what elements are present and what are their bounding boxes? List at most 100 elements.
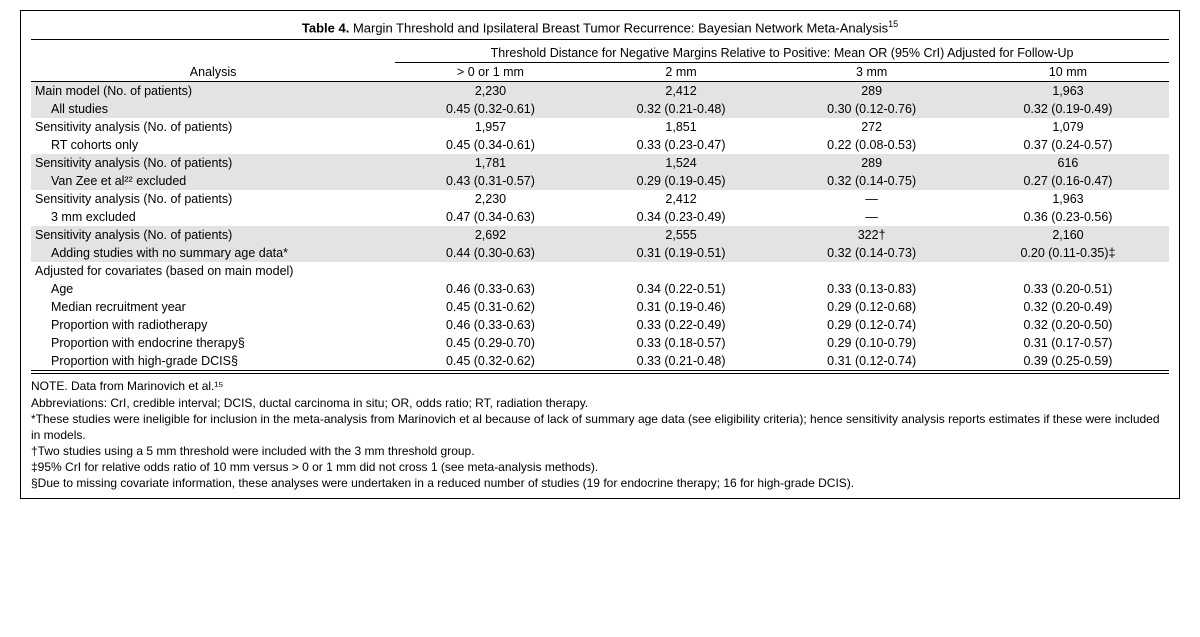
row-label: Adding studies with no summary age data* bbox=[31, 244, 395, 262]
row-label: 3 mm excluded bbox=[31, 208, 395, 226]
row-label: Van Zee et al²² excluded bbox=[31, 172, 395, 190]
table-container: Table 4. Margin Threshold and Ipsilatera… bbox=[20, 10, 1180, 499]
row-label: Proportion with endocrine therapy§ bbox=[31, 334, 395, 352]
cell: 2,160 bbox=[967, 226, 1169, 244]
cell: 0.33 (0.21-0.48) bbox=[586, 352, 777, 371]
cell: 0.32 (0.20-0.49) bbox=[967, 298, 1169, 316]
cell: 1,851 bbox=[586, 118, 777, 136]
cell: 0.33 (0.23-0.47) bbox=[586, 136, 777, 154]
cell: 0.33 (0.18-0.57) bbox=[586, 334, 777, 352]
table-row: Sensitivity analysis (No. of patients)1,… bbox=[31, 118, 1169, 136]
footnotes: NOTE. Data from Marinovich et al.¹⁵Abbre… bbox=[31, 378, 1169, 491]
cell: 0.31 (0.17-0.57) bbox=[967, 334, 1169, 352]
cell: 0.32 (0.19-0.49) bbox=[967, 100, 1169, 118]
cell: 0.37 (0.24-0.57) bbox=[967, 136, 1169, 154]
footnote-line: NOTE. Data from Marinovich et al.¹⁵ bbox=[31, 378, 1169, 394]
table-body: Main model (No. of patients)2,2302,41228… bbox=[31, 82, 1169, 371]
footnote-line: Abbreviations: CrI, credible interval; D… bbox=[31, 395, 1169, 411]
cell bbox=[586, 262, 777, 280]
table-row: Median recruitment year0.45 (0.31-0.62) 0… bbox=[31, 298, 1169, 316]
table-row: Adjusted for covariates (based on main m… bbox=[31, 262, 1169, 280]
cell bbox=[395, 262, 586, 280]
cell: 0.33 (0.13-0.83) bbox=[776, 280, 967, 298]
cell: 272 bbox=[776, 118, 967, 136]
table-row: Proportion with radiotherapy0.46 (0.33-0… bbox=[31, 316, 1169, 334]
row-label: Sensitivity analysis (No. of patients) bbox=[31, 118, 395, 136]
cell: 0.29 (0.10-0.79) bbox=[776, 334, 967, 352]
title-superscript: 15 bbox=[888, 19, 898, 29]
table-row: Proportion with high-grade DCIS§0.45 (0.… bbox=[31, 352, 1169, 371]
cell: 616 bbox=[967, 154, 1169, 172]
row-label: RT cohorts only bbox=[31, 136, 395, 154]
cell: 0.45 (0.32-0.62) bbox=[395, 352, 586, 371]
cell: 0.45 (0.29-0.70) bbox=[395, 334, 586, 352]
table-row: Age0.46 (0.33-0.63)0.34 (0.22-0.51)0.33 … bbox=[31, 280, 1169, 298]
cell: 289 bbox=[776, 82, 967, 101]
cell: 0.33 (0.20-0.51) bbox=[967, 280, 1169, 298]
cell: 0.39 (0.25-0.59) bbox=[967, 352, 1169, 371]
row-label: Sensitivity analysis (No. of patients) bbox=[31, 154, 395, 172]
data-table: Threshold Distance for Negative Margins … bbox=[31, 39, 1169, 371]
row-label: Sensitivity analysis (No. of patients) bbox=[31, 190, 395, 208]
cell bbox=[776, 262, 967, 280]
cell: 2,412 bbox=[586, 190, 777, 208]
cell: 0.45 (0.34-0.61) bbox=[395, 136, 586, 154]
cell: 2,412 bbox=[586, 82, 777, 101]
cell: 2,692 bbox=[395, 226, 586, 244]
cell: 0.20 (0.11-0.35)‡ bbox=[967, 244, 1169, 262]
title-prefix: Table 4. bbox=[302, 20, 349, 35]
cell: 0.36 (0.23-0.56) bbox=[967, 208, 1169, 226]
cell: 0.32 (0.20-0.50) bbox=[967, 316, 1169, 334]
cell: 0.34 (0.22-0.51) bbox=[586, 280, 777, 298]
col-header-2: 3 mm bbox=[776, 63, 967, 82]
row-label: Median recruitment year bbox=[31, 298, 395, 316]
cell: 1,524 bbox=[586, 154, 777, 172]
cell: 1,957 bbox=[395, 118, 586, 136]
row-label: Adjusted for covariates (based on main m… bbox=[31, 262, 395, 280]
cell: 1,781 bbox=[395, 154, 586, 172]
cell: 0.29 (0.19-0.45) bbox=[586, 172, 777, 190]
cell: 1,963 bbox=[967, 82, 1169, 101]
col-header-1: 2 mm bbox=[586, 63, 777, 82]
table-row: Proportion with endocrine therapy§0.45 (… bbox=[31, 334, 1169, 352]
row-label: Sensitivity analysis (No. of patients) bbox=[31, 226, 395, 244]
cell bbox=[967, 262, 1169, 280]
cell: 0.29 (0.12-0.68) bbox=[776, 298, 967, 316]
title-text: Margin Threshold and Ipsilateral Breast … bbox=[353, 20, 888, 35]
cell: 0.43 (0.31-0.57) bbox=[395, 172, 586, 190]
footnote-line: *These studies were ineligible for inclu… bbox=[31, 411, 1169, 443]
cell: 0.22 (0.08-0.53) bbox=[776, 136, 967, 154]
cell: 0.32 (0.21-0.48) bbox=[586, 100, 777, 118]
cell: 0.46 (0.33-0.63) bbox=[395, 280, 586, 298]
col-header-3: 10 mm bbox=[967, 63, 1169, 82]
table-title: Table 4. Margin Threshold and Ipsilatera… bbox=[31, 19, 1169, 35]
cell: 2,230 bbox=[395, 190, 586, 208]
cell: 0.45 (0.31-0.62) bbox=[395, 298, 586, 316]
cell: 0.30 (0.12-0.76) bbox=[776, 100, 967, 118]
row-label: All studies bbox=[31, 100, 395, 118]
cell: 322† bbox=[776, 226, 967, 244]
cell: 0.45 (0.32-0.61) bbox=[395, 100, 586, 118]
table-row: Sensitivity analysis (No. of patients)2,… bbox=[31, 190, 1169, 208]
cell: 0.31 (0.19-0.51) bbox=[586, 244, 777, 262]
table-row: Van Zee et al²² excluded0.43 (0.31-0.57)… bbox=[31, 172, 1169, 190]
cell: 0.47 (0.34-0.63) bbox=[395, 208, 586, 226]
cell: 0.29 (0.12-0.74) bbox=[776, 316, 967, 334]
table-row: Sensitivity analysis (No. of patients)1,… bbox=[31, 154, 1169, 172]
cell: 0.46 (0.33-0.63) bbox=[395, 316, 586, 334]
cell: 0.32 (0.14-0.75) bbox=[776, 172, 967, 190]
cell: 289 bbox=[776, 154, 967, 172]
row-label: Proportion with radiotherapy bbox=[31, 316, 395, 334]
table-row: 3 mm excluded0.47 (0.34-0.63)0.34 (0.23-… bbox=[31, 208, 1169, 226]
cell: 2,555 bbox=[586, 226, 777, 244]
cell: 0.33 (0.22-0.49) bbox=[586, 316, 777, 334]
table-row: RT cohorts only0.45 (0.34-0.61)0.33 (0.2… bbox=[31, 136, 1169, 154]
cell: — bbox=[776, 208, 967, 226]
cell: 0.32 (0.14-0.73) bbox=[776, 244, 967, 262]
row-label: Age bbox=[31, 280, 395, 298]
cell: 0.44 (0.30-0.63) bbox=[395, 244, 586, 262]
analysis-header: Analysis bbox=[31, 63, 395, 82]
col-header-0: > 0 or 1 mm bbox=[395, 63, 586, 82]
row-label: Main model (No. of patients) bbox=[31, 82, 395, 101]
table-row: Main model (No. of patients)2,2302,41228… bbox=[31, 82, 1169, 101]
